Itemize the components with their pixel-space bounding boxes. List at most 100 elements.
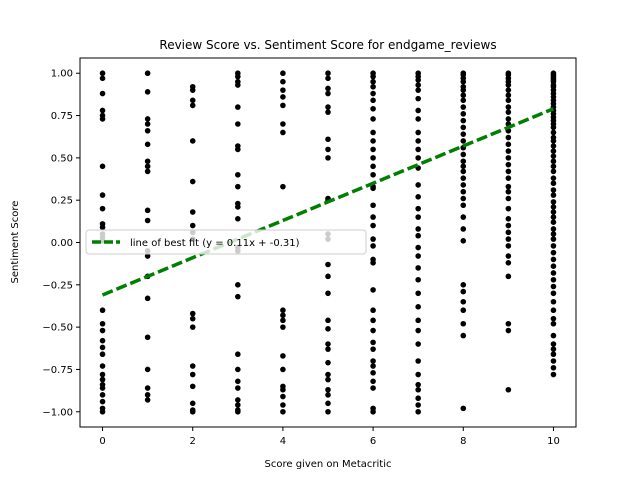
data-point xyxy=(460,104,467,110)
data-point xyxy=(99,408,106,415)
data-point xyxy=(550,204,557,210)
x-tick-label: 10 xyxy=(547,436,560,447)
data-point xyxy=(189,87,196,93)
data-point xyxy=(370,287,376,293)
data-point xyxy=(370,146,376,153)
data-point xyxy=(189,310,196,317)
data-point xyxy=(99,320,106,327)
data-point xyxy=(550,124,557,131)
data-point xyxy=(144,70,151,77)
data-point xyxy=(99,371,106,378)
data-point xyxy=(325,109,331,115)
data-point xyxy=(415,253,421,259)
data-point xyxy=(460,78,467,85)
data-point xyxy=(99,224,106,231)
data-point xyxy=(415,138,421,144)
data-point xyxy=(144,207,151,214)
data-point xyxy=(460,332,467,339)
data-point xyxy=(550,263,557,270)
data-point xyxy=(460,405,467,412)
data-point xyxy=(99,90,106,97)
data-point xyxy=(370,73,376,80)
data-point xyxy=(280,102,286,109)
data-point xyxy=(235,82,241,88)
data-point xyxy=(550,199,557,205)
data-point xyxy=(235,397,241,403)
data-point xyxy=(99,337,106,344)
data-point xyxy=(415,395,421,402)
data-point xyxy=(505,97,512,104)
data-point xyxy=(370,378,376,385)
data-point xyxy=(550,163,557,170)
y-axis-ticks: −1.00 −0.75 −0.50 −0.25 0.00 0.25 0.50 0.75 1.00 xyxy=(42,69,80,418)
fit-line-layer xyxy=(101,107,555,297)
data-point xyxy=(460,117,467,124)
data-point xyxy=(550,219,557,225)
data-point xyxy=(325,261,331,268)
data-point xyxy=(415,317,421,324)
data-point xyxy=(415,95,421,102)
data-point xyxy=(370,408,376,415)
data-point xyxy=(550,256,557,263)
data-point xyxy=(460,195,467,202)
data-point xyxy=(550,276,557,283)
data-point xyxy=(550,249,557,256)
data-point xyxy=(550,364,557,371)
data-point xyxy=(550,143,557,149)
data-point xyxy=(415,381,421,388)
data-point xyxy=(460,307,467,314)
data-point xyxy=(189,383,196,390)
data-point xyxy=(280,121,286,127)
data-point xyxy=(235,282,241,288)
data-point xyxy=(505,134,512,141)
data-point xyxy=(280,307,286,314)
data-point xyxy=(415,358,421,364)
data-point xyxy=(415,304,421,310)
data-point xyxy=(235,183,241,190)
data-point xyxy=(370,236,376,242)
data-point xyxy=(280,317,286,324)
data-point xyxy=(99,344,106,351)
data-point xyxy=(280,353,286,359)
data-point xyxy=(460,92,467,99)
data-point xyxy=(415,386,421,393)
data-point xyxy=(460,168,467,175)
data-point xyxy=(99,392,106,398)
data-point xyxy=(370,202,376,209)
data-point xyxy=(460,131,467,137)
data-point xyxy=(370,260,376,266)
data-point xyxy=(235,351,241,358)
data-point xyxy=(415,408,421,415)
data-point xyxy=(550,332,557,339)
chart-title: Review Score vs. Sentiment Score for end… xyxy=(159,38,496,52)
data-point xyxy=(415,194,421,200)
data-point xyxy=(370,370,376,376)
data-point xyxy=(505,188,512,195)
data-point xyxy=(550,358,557,364)
data-point xyxy=(370,155,376,161)
data-point xyxy=(505,216,512,222)
data-point xyxy=(325,70,331,77)
data-point xyxy=(189,400,196,407)
data-point xyxy=(505,229,512,236)
data-point xyxy=(415,155,421,161)
x-tick-label: 4 xyxy=(280,436,286,447)
data-point xyxy=(99,116,106,122)
data-point xyxy=(415,87,421,93)
data-point xyxy=(144,366,151,373)
data-point xyxy=(415,182,421,188)
data-point xyxy=(550,298,557,305)
data-point xyxy=(280,87,286,93)
data-point xyxy=(144,253,151,259)
data-point xyxy=(460,111,467,117)
legend-box xyxy=(85,229,367,255)
data-point xyxy=(325,290,331,297)
data-point xyxy=(189,97,196,104)
data-point xyxy=(325,408,331,415)
data-point xyxy=(325,346,331,352)
data-point xyxy=(235,366,241,373)
data-point xyxy=(550,226,557,232)
y-tick-label: 0.00 xyxy=(51,238,73,249)
data-point xyxy=(370,243,376,249)
data-point xyxy=(370,346,376,352)
